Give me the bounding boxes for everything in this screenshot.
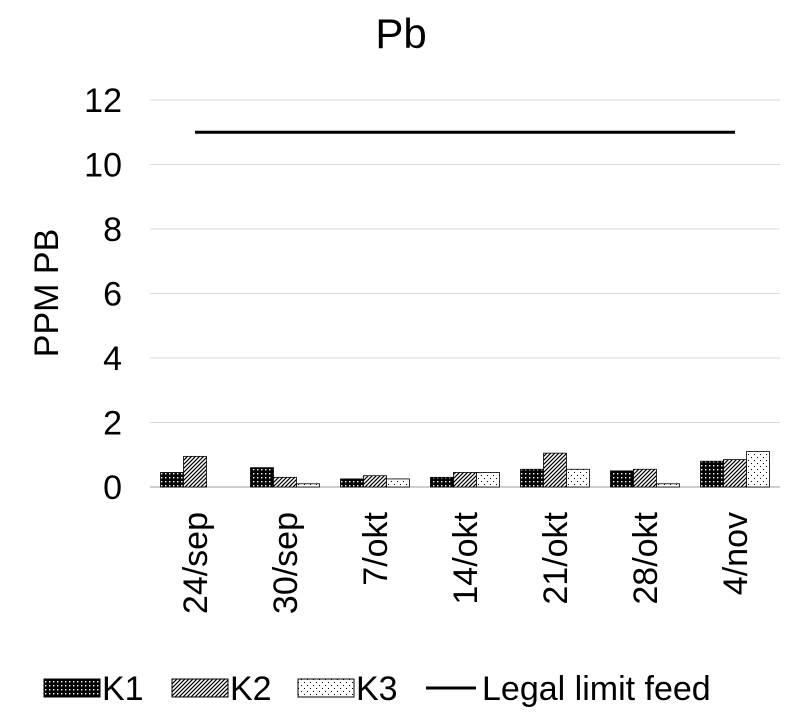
- bar-k1: [700, 460, 724, 488]
- y-tick-label: 2: [103, 405, 122, 443]
- bar-k2: [183, 455, 207, 488]
- legend-swatch-k3: [297, 678, 355, 698]
- y-tick-label: 0: [103, 469, 122, 507]
- legend-swatch-k2: [171, 678, 229, 698]
- bar-k1: [430, 476, 454, 488]
- bar-k3: [566, 468, 590, 488]
- bar-k1: [250, 467, 274, 488]
- bar-k3: [656, 483, 680, 488]
- bar-k2: [633, 468, 657, 488]
- legend-label-k3: K3: [356, 670, 398, 708]
- bar-k1: [610, 470, 634, 488]
- y-tick-label: 4: [103, 340, 122, 378]
- y-tick-label: 6: [103, 276, 122, 314]
- bar-k1: [340, 478, 364, 488]
- legend-swatch-k1: [43, 678, 101, 698]
- bar-k1: [520, 468, 544, 488]
- y-tick-label: 12: [84, 82, 122, 120]
- bar-k3: [296, 483, 320, 488]
- legend-label-k1: K1: [102, 670, 144, 708]
- bar-k1: [160, 472, 184, 488]
- bars: [160, 451, 770, 488]
- x-tick-label: 4/nov: [717, 512, 755, 595]
- legend-label-legal-limit-feed: Legal limit feed: [482, 670, 711, 708]
- gridlines: [150, 99, 780, 488]
- bar-k2: [453, 472, 477, 488]
- legend: K1 K2 K3 Legal limit feed: [43, 670, 711, 708]
- y-axis-label: PPM PB: [28, 229, 66, 357]
- x-tick-label: 7/okt: [357, 511, 395, 585]
- y-tick-label: 10: [84, 147, 122, 185]
- y-axis-ticks: 0 2 4 6 8 10 12: [84, 82, 122, 507]
- bar-k2: [543, 452, 567, 488]
- x-axis-ticks: 24/sep 30/sep 7/okt 14/okt 21/okt 28/okt 4/nov: [177, 511, 755, 614]
- x-tick-label: 24/sep: [177, 512, 215, 614]
- y-tick-label: 8: [103, 211, 122, 249]
- x-tick-label: 14/okt: [447, 511, 485, 604]
- bar-k2: [723, 459, 747, 488]
- bar-k2: [363, 475, 387, 488]
- bar-k3: [476, 472, 500, 488]
- bar-k2: [273, 476, 297, 488]
- bar-k3: [386, 478, 410, 488]
- x-tick-label: 28/okt: [627, 511, 665, 604]
- x-tick-label: 21/okt: [537, 511, 575, 604]
- x-tick-label: 30/sep: [267, 512, 305, 614]
- legend-label-k2: K2: [230, 670, 272, 708]
- bar-k3: [746, 451, 770, 488]
- chart-title: Pb: [375, 10, 426, 57]
